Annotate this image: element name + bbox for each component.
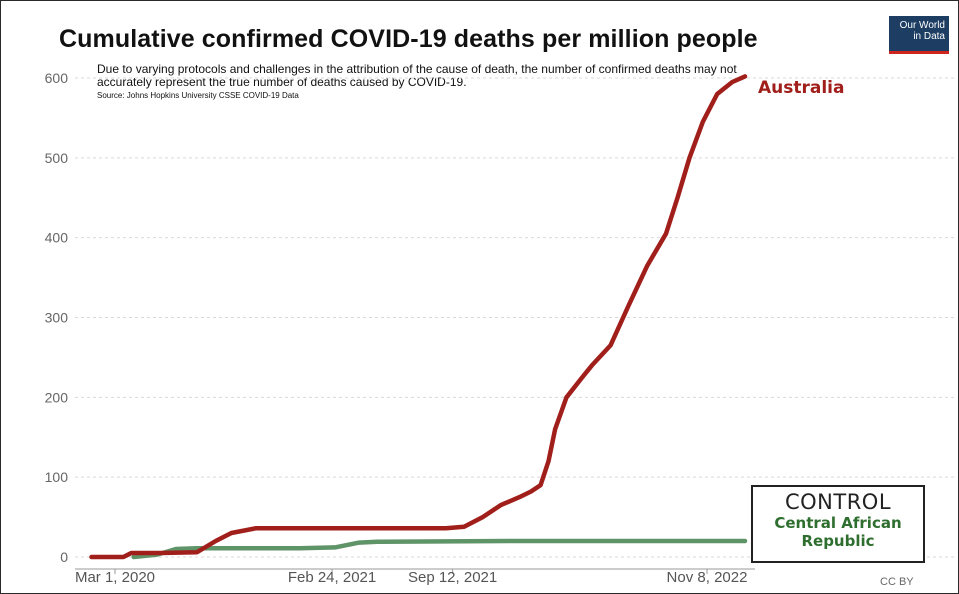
series-line-central-african-republic: [131, 538, 748, 560]
x-tick-label-1: Feb 24, 2021: [288, 569, 376, 586]
y-tick-label-400: 400: [45, 230, 69, 246]
note-source: Source: Johns Hopkins University CSSE CO…: [97, 91, 299, 100]
control-country-name: Central African Republic: [753, 514, 923, 550]
y-tick-label-600: 600: [45, 70, 69, 86]
control-heading: CONTROL: [784, 490, 892, 514]
control-country-line-1: Central African: [774, 514, 902, 532]
series-line-australia: [89, 74, 748, 560]
logo-line-2: in Data: [913, 31, 945, 42]
series-label-australia: Australia: [758, 78, 845, 98]
chart-title: Cumulative confirmed COVID-19 deaths per…: [59, 25, 758, 53]
y-tick-label-100: 100: [45, 469, 69, 485]
x-tick-label-2: Sep 12, 2021: [408, 569, 497, 586]
note-text: Due to varying protocols and challenges …: [97, 62, 737, 89]
license-label[interactable]: CC BY: [880, 576, 914, 588]
owid-logo[interactable]: Our World in Data: [889, 16, 949, 54]
chart-note: Due to varying protocols and challenges …: [97, 63, 737, 103]
x-tick-label-3: Nov 8, 2022: [667, 569, 748, 586]
y-tick-label-500: 500: [45, 150, 69, 166]
control-country-line-2: Republic: [801, 532, 875, 550]
control-legend-box: CONTROL Central African Republic: [751, 485, 925, 563]
y-tick-label-200: 200: [45, 389, 69, 405]
y-tick-label-300: 300: [45, 310, 69, 326]
y-tick-label-0: 0: [60, 549, 68, 565]
x-tick-label-0: Mar 1, 2020: [75, 569, 155, 586]
logo-line-1: Our World: [899, 20, 945, 31]
